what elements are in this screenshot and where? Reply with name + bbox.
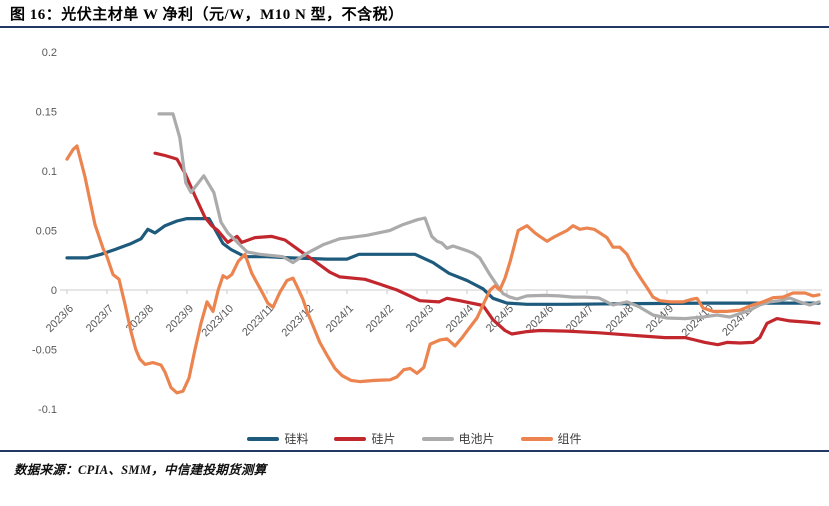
y-tick-label: 0.1 bbox=[42, 166, 57, 178]
series-line-wafer bbox=[153, 151, 821, 347]
data-source: 数据来源：CPIA、SMM，中信建投期货测算 bbox=[14, 463, 267, 477]
legend-item-polysilicon: 硅料 bbox=[247, 433, 308, 445]
legend-label-cell: 电池片 bbox=[458, 432, 495, 446]
legend-label-polysilicon: 硅料 bbox=[284, 432, 309, 446]
legend-label-wafer: 硅片 bbox=[371, 432, 396, 446]
figure-title: 图 16：光伏主材单 W 净利（元/W，M10 N 型，不含税） bbox=[10, 7, 404, 23]
x-tick-label: 2024/4 bbox=[444, 303, 476, 335]
legend-label-module: 组件 bbox=[557, 432, 582, 446]
x-tick-label: 2024/5 bbox=[484, 303, 516, 335]
y-tick-label: 0.05 bbox=[36, 226, 57, 238]
footer-divider bbox=[0, 450, 829, 452]
x-tick-label: 2024/8 bbox=[604, 303, 636, 335]
legend-item-module: 组件 bbox=[520, 432, 582, 446]
y-tick-label: -0.05 bbox=[32, 345, 57, 357]
x-tick-label: 2024/3 bbox=[404, 303, 436, 335]
x-tick-label: 2023/6 bbox=[44, 303, 76, 335]
y-tick-label: 0.2 bbox=[42, 47, 57, 59]
legend-swatch-wafer bbox=[334, 437, 367, 441]
series-line-polysilicon bbox=[65, 217, 821, 306]
x-tick-label: 2023/11 bbox=[240, 303, 276, 339]
legend-swatch-module bbox=[520, 437, 553, 441]
chart-legend: 硅料 硅片 电池片 组件 bbox=[0, 428, 829, 450]
legend-swatch-cell bbox=[421, 437, 454, 441]
x-tick-label: 2024/2 bbox=[364, 303, 396, 335]
title-divider bbox=[0, 26, 829, 28]
legend-swatch-polysilicon bbox=[247, 437, 280, 441]
series-line-cell bbox=[157, 112, 821, 321]
x-tick-label: 2023/9 bbox=[164, 303, 196, 335]
y-tick-label: 0.15 bbox=[36, 107, 57, 119]
x-tick-label: 2023/7 bbox=[84, 303, 116, 335]
series-line-module bbox=[65, 144, 821, 395]
legend-item-wafer: 硅片 bbox=[334, 432, 396, 446]
legend-item-cell: 电池片 bbox=[421, 432, 495, 446]
y-tick-label: -0.1 bbox=[38, 404, 57, 416]
profit-line-chart: 2023/6 2023/7 2023/8 2023/9 2023/10 2023/11 20… bbox=[32, 47, 822, 416]
x-tick-label: 2024/10 bbox=[680, 303, 717, 340]
x-tick-label: 2024/1 bbox=[324, 303, 356, 335]
y-tick-label: 0 bbox=[51, 285, 57, 297]
